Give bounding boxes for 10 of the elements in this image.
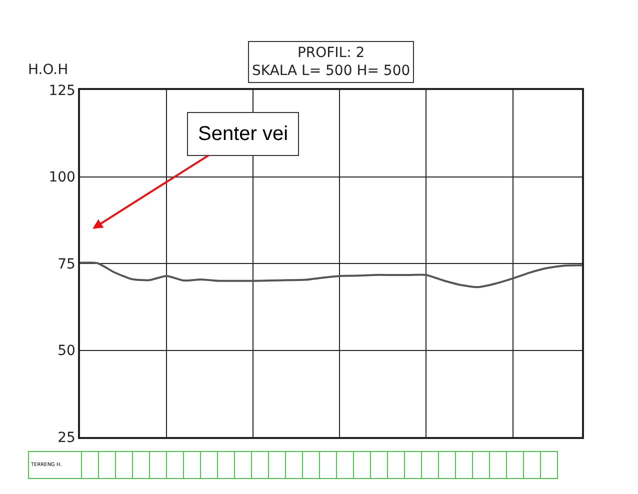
chart-subtitle: SKALA L= 500 H= 500 xyxy=(252,63,410,80)
y-tick-label: 125 xyxy=(48,82,76,99)
y-tick-label: 50 xyxy=(58,343,76,360)
y-tick-label: 25 xyxy=(58,430,76,446)
y-axis-title: H.O.H xyxy=(28,62,68,78)
y-tick-label: 100 xyxy=(48,170,76,186)
line-series xyxy=(80,262,582,288)
annotation: Senter vei xyxy=(198,123,288,145)
y-tick-label: 75 xyxy=(58,256,76,272)
chart-title: PROFIL: 2 xyxy=(297,45,365,61)
